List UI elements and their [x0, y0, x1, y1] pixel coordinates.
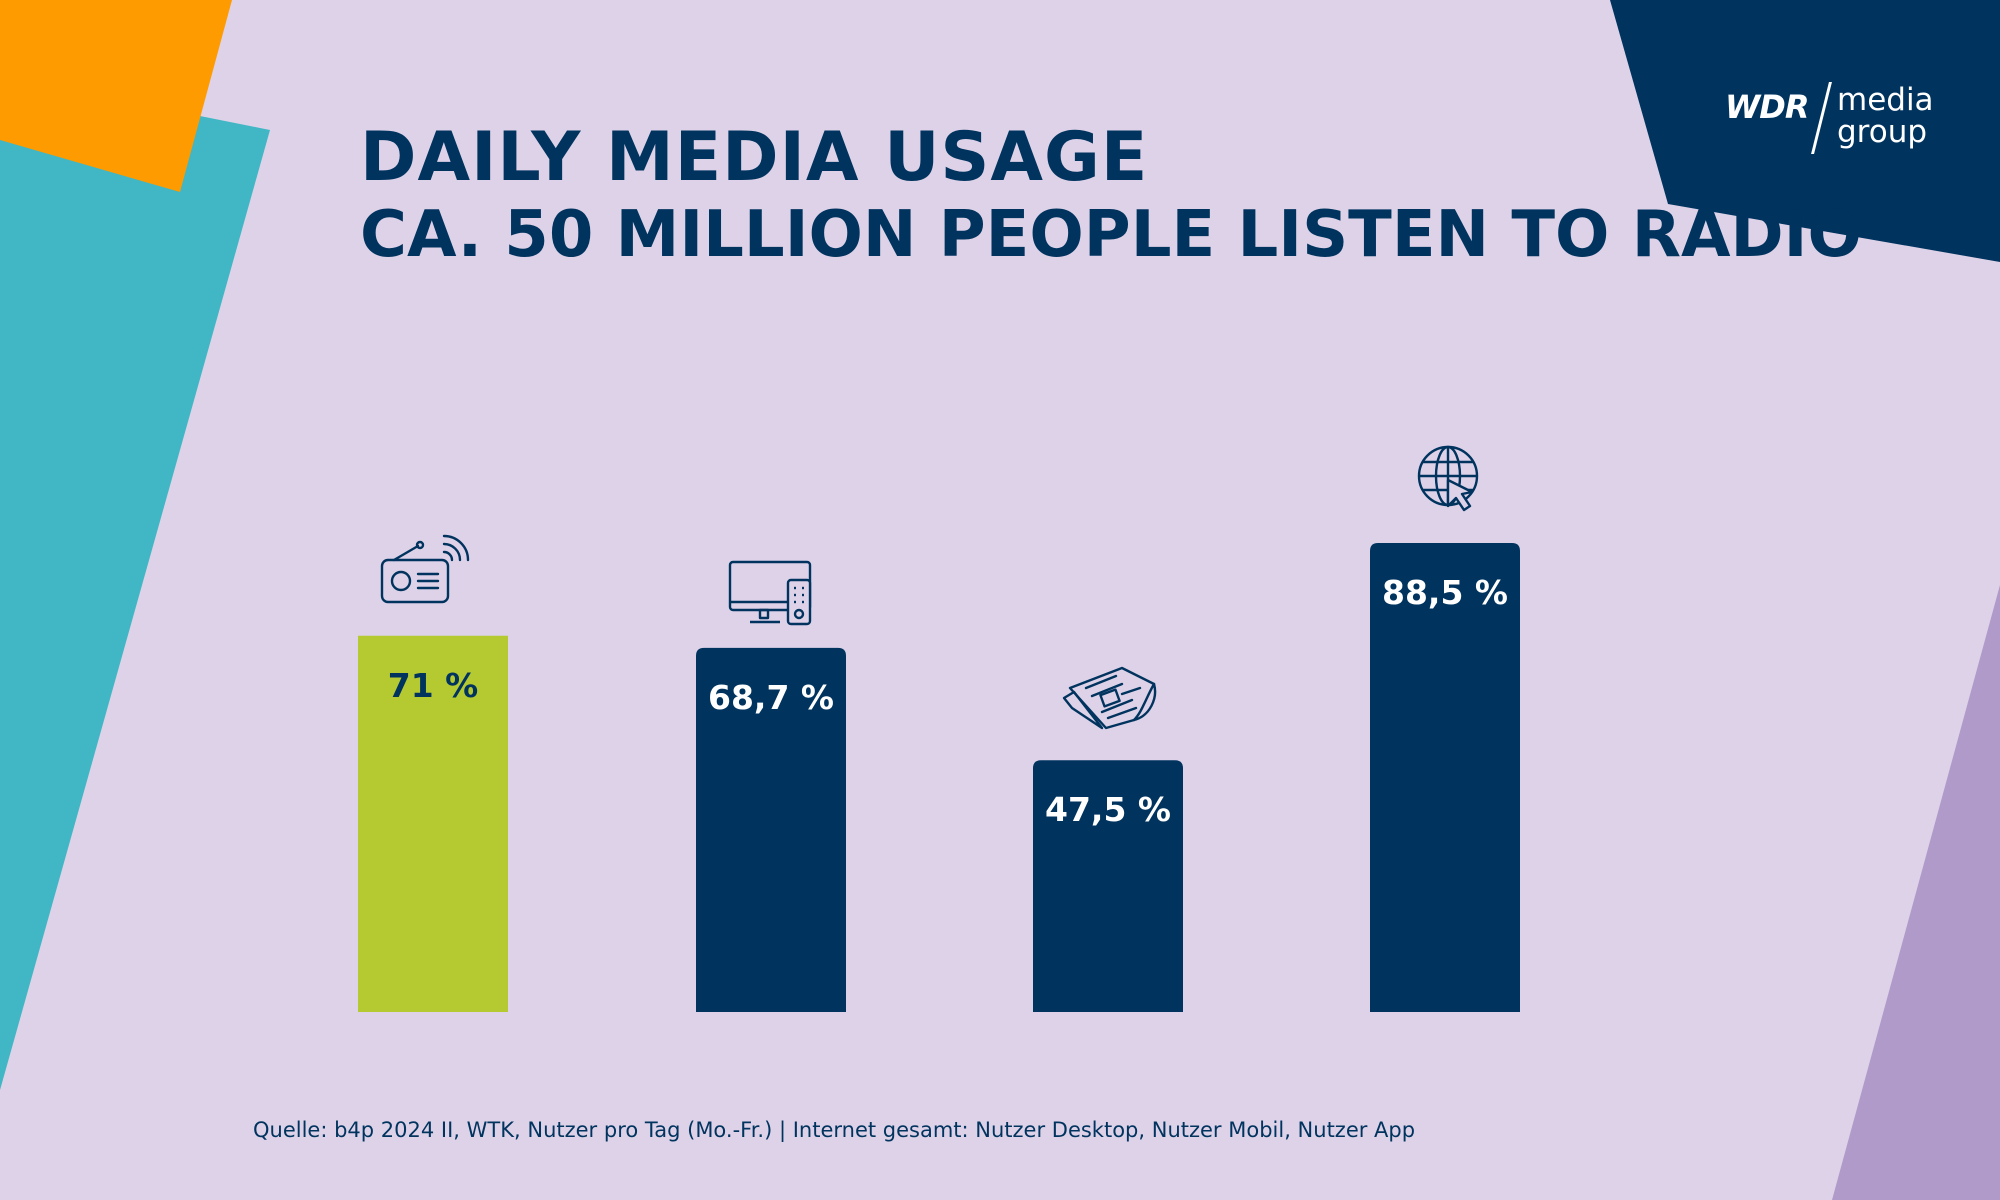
bar-value-label: 88,5 % — [1382, 572, 1508, 612]
logo-line-2: group — [1837, 114, 1928, 150]
bar-value-label: 71 % — [387, 665, 479, 705]
bar-radio — [358, 635, 508, 1012]
bar-newspaper — [1033, 760, 1183, 1012]
chart-title: DAILY MEDIA USAGE — [360, 118, 1149, 197]
logo-text: media group — [1837, 84, 1934, 148]
logo-brand: WDR — [1725, 88, 1809, 126]
source-note: Quelle: b4p 2024 II, WTK, Nutzer pro Tag… — [253, 1118, 1416, 1142]
internet-icon — [1417, 445, 1479, 512]
tv-icon — [728, 560, 812, 626]
logo-line-1: media — [1837, 82, 1934, 118]
orange-shape — [0, 0, 232, 192]
navy-corner-shape — [1610, 0, 2000, 262]
chart-subtitle: CA. 50 MILLION PEOPLE LISTEN TO RADIO — [360, 198, 1862, 272]
bar-tv — [696, 647, 846, 1012]
bar-value-label: 68,7 % — [708, 677, 834, 717]
bar-value-label: 47,5 % — [1045, 790, 1171, 830]
newspaper-icon — [1062, 666, 1157, 730]
lilac-shape — [1832, 585, 2000, 1200]
bar-internet — [1370, 542, 1520, 1012]
bars-group — [358, 542, 1520, 1012]
teal-shape — [0, 112, 270, 1090]
radio-icon — [380, 534, 470, 604]
